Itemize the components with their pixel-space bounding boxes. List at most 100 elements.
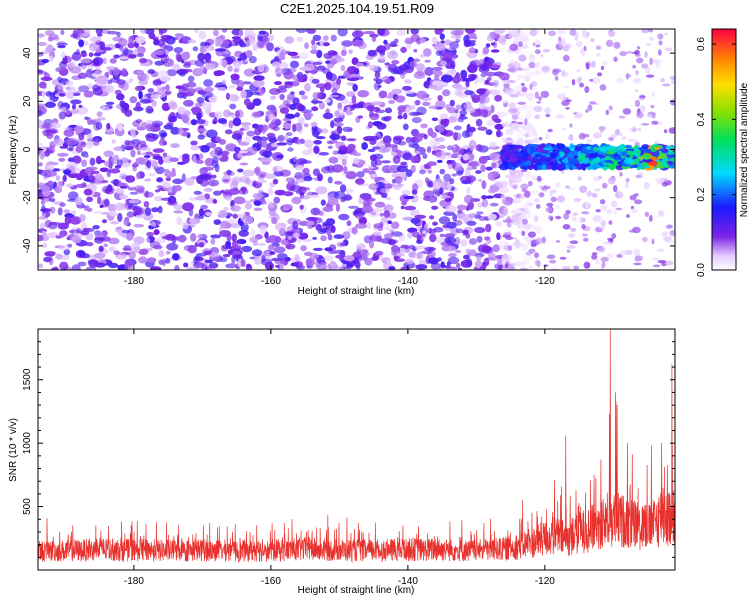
spectrogram-noise-blob bbox=[58, 89, 64, 94]
spectrogram-faint-blob bbox=[644, 51, 648, 58]
spectrogram-noise-blob bbox=[58, 157, 66, 162]
spectrogram-faint-blob bbox=[657, 210, 665, 217]
spectrogram-faint-blob bbox=[517, 101, 526, 105]
spectrogram-signal-blob bbox=[654, 146, 661, 150]
spectrogram-noise-blob bbox=[455, 228, 464, 234]
spectrogram-noise-blob bbox=[430, 180, 442, 190]
spectrogram-faint-blob bbox=[572, 216, 578, 222]
spectrogram-faint-blob bbox=[634, 199, 643, 205]
spectrogram-noise-blob bbox=[277, 134, 285, 142]
spectrogram-noise-blob bbox=[315, 186, 328, 195]
spectrogram-noise-blob bbox=[329, 260, 337, 268]
spectrogram-noise-blob bbox=[183, 262, 189, 268]
spectrogram-noise-blob bbox=[137, 71, 143, 77]
spectrogram-noise-blob bbox=[249, 236, 259, 243]
spectrogram-noise-blob bbox=[201, 102, 211, 110]
spectrogram-noise-blob bbox=[384, 142, 391, 148]
spectrogram-noise-blob bbox=[287, 235, 293, 240]
spectrogram-noise-blob bbox=[248, 32, 258, 37]
spectrogram-noise-blob bbox=[450, 35, 462, 39]
spectrogram-noise-blob bbox=[353, 39, 365, 47]
spectrogram-noise-blob bbox=[429, 139, 441, 147]
snr-x-tick-label: -180 bbox=[124, 576, 144, 587]
spectrogram-noise-blob bbox=[224, 129, 233, 135]
spectrogram-noise-blob bbox=[77, 72, 88, 79]
spectrogram-faint-blob bbox=[573, 197, 581, 203]
spectrogram-noise-blob bbox=[217, 39, 230, 48]
spectrogram-noise-blob bbox=[279, 51, 286, 60]
spectrogram-noise-blob bbox=[38, 162, 43, 167]
spectrogram-noise-blob bbox=[212, 29, 219, 37]
spectrogram-noise-blob bbox=[130, 149, 136, 158]
spectrogram-faint-blob bbox=[602, 182, 608, 189]
spectrogram-noise-blob bbox=[268, 34, 275, 42]
spectrogram-noise-blob bbox=[363, 30, 375, 35]
spectrogram-noise-blob bbox=[424, 246, 437, 252]
spectrogram-noise-blob bbox=[221, 79, 227, 85]
spectrogram-noise-blob bbox=[346, 220, 352, 227]
spectrogram-faint-blob bbox=[516, 193, 521, 199]
spectrogram-noise-blob bbox=[194, 255, 201, 260]
spectrogram-faint-blob bbox=[590, 38, 595, 43]
spectrogram-signal-blob bbox=[644, 165, 651, 169]
spectrogram-noise-blob bbox=[75, 183, 88, 188]
spectrogram-noise-blob bbox=[108, 168, 121, 174]
spectrogram-noise-blob bbox=[95, 155, 102, 165]
colorbar: 0.0 0.2 0.4 0.6 Normalized spectral amplitu… bbox=[696, 28, 750, 277]
spectrogram-signal-blob bbox=[581, 149, 591, 154]
spectrogram-noise-blob bbox=[38, 263, 44, 269]
spectrogram-noise-blob bbox=[82, 205, 90, 209]
spectrogram-noise-blob bbox=[289, 60, 300, 69]
spectrogram-noise-blob bbox=[66, 183, 74, 188]
spectrogram-noise-blob bbox=[176, 92, 185, 99]
spectrogram-noise-blob bbox=[284, 81, 294, 86]
spectrogram-faint-blob bbox=[595, 209, 601, 213]
spectrogram-faint-blob bbox=[655, 177, 664, 185]
spectrogram-noise-blob bbox=[226, 55, 236, 63]
spectrogram-noise-blob bbox=[73, 51, 81, 55]
spectrogram-noise-blob bbox=[431, 66, 443, 71]
spectrogram-noise-blob bbox=[311, 39, 316, 46]
spectrogram-faint-blob bbox=[549, 192, 553, 197]
spectrogram-noise-blob bbox=[297, 232, 309, 240]
spectrogram-noise-blob bbox=[39, 150, 45, 160]
spectrogram-noise-blob bbox=[273, 246, 286, 254]
spectrogram-noise-blob bbox=[446, 183, 452, 190]
spectrogram-noise-blob bbox=[154, 60, 165, 66]
spectrogram-faint-blob bbox=[549, 189, 557, 194]
spectrogram-noise-blob bbox=[48, 33, 59, 40]
spectrogram-noise-blob bbox=[310, 49, 318, 54]
spectrogram-noise-blob bbox=[463, 35, 470, 44]
spectrogram-noise-blob bbox=[199, 167, 208, 175]
spectrogram-noise-blob bbox=[244, 136, 252, 144]
spectrogram-noise-blob bbox=[71, 264, 81, 270]
spectrogram-faint-blob bbox=[660, 77, 665, 83]
spectrogram-faint-blob bbox=[609, 177, 615, 181]
spectrogram-noise-blob bbox=[440, 118, 450, 126]
spectrogram-noise-blob bbox=[508, 177, 514, 185]
spectrogram-x-label: Height of straight line (km) bbox=[298, 286, 415, 297]
spectrogram-noise-blob bbox=[40, 71, 48, 75]
spectrogram-noise-blob bbox=[181, 83, 189, 91]
spectrogram-faint-blob bbox=[504, 112, 511, 116]
spectrogram-noise-blob bbox=[519, 115, 528, 119]
spectrogram-noise-blob bbox=[210, 238, 216, 245]
snr-y-tick-label: 1000 bbox=[22, 432, 33, 455]
spectrogram-signal-blob bbox=[624, 144, 633, 149]
spectrogram-signal-blob bbox=[661, 162, 669, 167]
spectrogram-noise-blob bbox=[442, 129, 454, 137]
spectrogram-noise-blob bbox=[267, 113, 276, 121]
spectrogram-noise-blob bbox=[526, 71, 535, 77]
spectrogram-noise-blob bbox=[422, 153, 428, 159]
spectrogram-noise-blob bbox=[341, 40, 353, 47]
spectrogram-noise-blob bbox=[237, 168, 244, 173]
spectrogram-faint-blob bbox=[642, 236, 648, 243]
spectrogram-noise-blob bbox=[285, 132, 293, 137]
spectrogram-noise-blob bbox=[269, 251, 276, 255]
spectrogram-noise-blob bbox=[244, 37, 250, 41]
spectrogram-noise-blob bbox=[440, 113, 448, 120]
spectrogram-noise-blob bbox=[429, 215, 435, 220]
spectrogram-noise-blob bbox=[236, 80, 245, 89]
spectrogram-noise-blob bbox=[410, 217, 421, 224]
spectrogram-faint-blob bbox=[663, 236, 673, 242]
